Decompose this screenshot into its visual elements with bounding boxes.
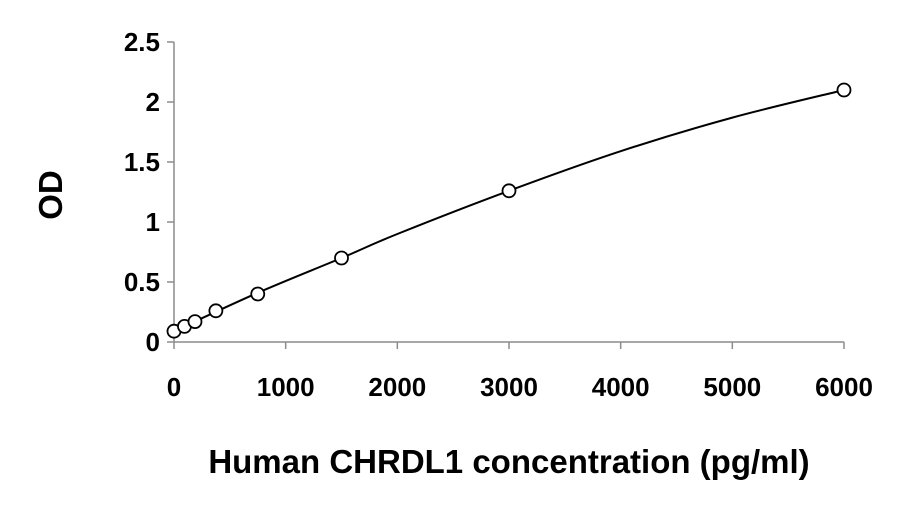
- x-tick-label: 4000: [592, 372, 650, 402]
- y-tick-label: 1: [146, 207, 160, 237]
- x-axis-label: Human CHRDL1 concentration (pg/ml): [208, 443, 809, 480]
- data-points-layer: [166, 82, 852, 339]
- y-tick-label: 2: [146, 87, 160, 117]
- data-point: [250, 286, 266, 302]
- y-tick-label: 0: [146, 327, 160, 357]
- x-tick-label: 6000: [815, 372, 873, 402]
- y-tick-label: 0.5: [124, 267, 160, 297]
- y-axis-label: OD: [32, 170, 69, 220]
- data-point: [334, 250, 349, 266]
- y-tick-label: 2.5: [124, 27, 160, 57]
- x-tick-label: 5000: [703, 372, 761, 402]
- fit-curve-line: [173, 89, 845, 333]
- data-point: [836, 82, 852, 98]
- data-point: [187, 314, 203, 330]
- x-tick-label: 1000: [257, 372, 315, 402]
- x-tick-label: 0: [167, 372, 181, 402]
- x-tick-label: 2000: [368, 372, 426, 402]
- tick-labels: 0 0.5 1 1.5 2 2.5 0 1000 2000 3000 4000 5000 6000: [124, 27, 873, 402]
- fit-curve-layer: [173, 89, 845, 333]
- data-point: [208, 303, 224, 319]
- axes: [167, 41, 845, 349]
- y-tick-label: 1.5: [124, 147, 160, 177]
- x-tick-label: 3000: [480, 372, 538, 402]
- data-point: [501, 183, 517, 199]
